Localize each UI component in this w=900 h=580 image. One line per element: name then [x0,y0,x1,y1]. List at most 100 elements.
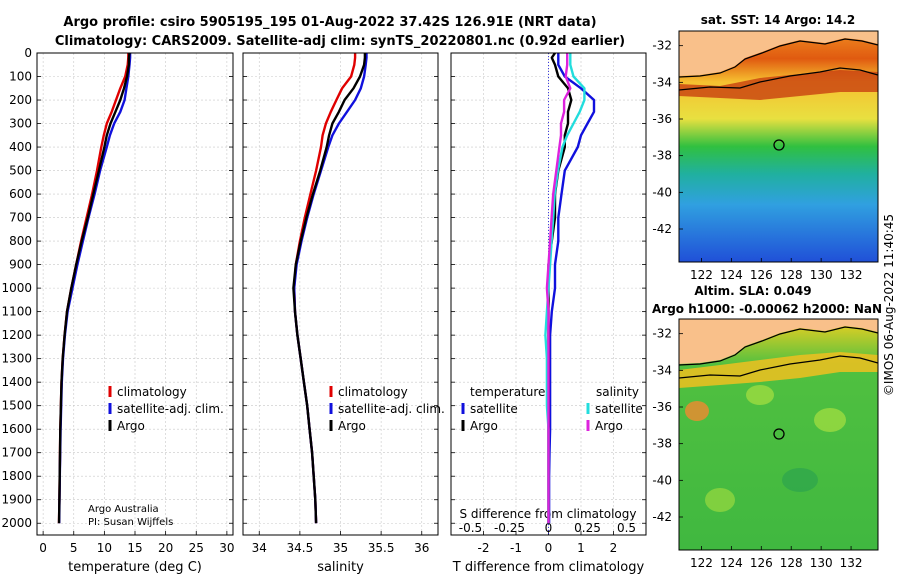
y-tick-label: 1600 [1,422,32,436]
axes-frame [450,52,647,536]
temperature-legend: climatology satellite-adj. clim. Argo [108,385,224,433]
map-x-tick-label: 132 [840,556,863,570]
x-tick-label: 35 [333,541,348,555]
sst-map: sat. SST: 14 Argo: 14.2 122 124 126 128 130 1… [652,13,879,282]
y-tick-label: 900 [9,258,32,272]
sla-eddy [685,401,709,421]
salinity-panel: 34 34.5 35 35.5 36 salinity [242,52,439,575]
series-line-argo [57,52,131,524]
map-y-tick-label: -32 [652,327,672,341]
y-tick-label: 1900 [1,493,32,507]
y-tick-label: 700 [9,211,32,225]
credit-line-1: Argo Australia [88,504,159,515]
sst-warm-band [679,70,878,100]
legend-label-t-argo: Argo [470,419,498,433]
top-x-tick-label: -0.25 [494,521,525,535]
title-line-2: Climatology: CARS2009. Satellite-adj cli… [55,34,625,49]
sla-contour-1 [679,326,878,366]
series-line-t-satellite [547,53,596,524]
legend-label-climatology: climatology [338,385,408,399]
x-tick-label: 5 [70,541,78,555]
y-tick-label: 1100 [1,305,32,319]
timestamp: ©IMOS 06-Aug-2022 11:40:45 [882,214,896,396]
x-tick-label: -2 [478,541,490,555]
legend-label-climatology: climatology [117,385,187,399]
map-y-tick-label: -38 [652,149,672,163]
map-y-tick-label: -42 [652,510,672,524]
series-line-s-argo [545,53,572,524]
top-x-tick-label: 0 [545,521,553,535]
map-y-tick-label: -36 [652,112,672,126]
map-x-tick-label: 130 [810,268,833,282]
difference-legend-temperature: temperature satellite Argo [461,385,545,433]
y-tick-label: 100 [9,70,32,84]
axes-frame [242,52,439,536]
map-x-tick-label: 132 [840,268,863,282]
y-tick-label: 1200 [1,328,32,342]
sla-eddy [705,488,735,512]
sst-contour-1 [679,38,878,78]
sla-eddy [746,385,774,405]
x-tick-label: 1 [577,541,585,555]
y-tick-label: 1000 [1,281,32,295]
argo-position-marker [773,428,785,440]
y-tick-label: 600 [9,187,32,201]
argo-position-marker [773,139,785,151]
map-y-tick-label: -36 [652,400,672,414]
temperature-panel: 0100200300400500600700800900100011001200… [1,46,234,575]
salinity-legend: climatology satellite-adj. clim. Argo [329,385,445,433]
x-axis-label: temperature (deg C) [68,560,202,575]
map-y-tick-label: -32 [652,39,672,53]
x-tick-label: 25 [189,541,204,555]
legend-title-salinity: salinity [596,385,639,399]
sla-map-frame [678,318,879,551]
sst-map-axes: 122 124 126 128 130 132 -32 -34 -36 -38 -40 -42 [652,39,862,282]
sla-map-axes: 122 124 126 128 130 132 -32 -34 -36 -38 -40 -42 [652,327,862,570]
map-x-tick-label: 128 [780,268,803,282]
x-tick-label: 30 [219,541,234,555]
y-tick-label: 1400 [1,375,32,389]
legend-label-s-satellite: satellite [595,402,643,416]
top-x-tick-label: 0.25 [574,521,601,535]
map-y-tick-label: -40 [652,185,672,199]
map-y-tick-label: -34 [652,75,672,89]
x-tick-label: 2 [610,541,618,555]
sla-map: Altim. SLA: 0.049 Argo h1000: -0.00062 h… [652,284,882,570]
map-x-tick-label: 122 [690,556,713,570]
y-tick-label: 200 [9,93,32,107]
legend-label-s-argo: Argo [595,419,623,433]
map-x-tick-label: 128 [780,556,803,570]
y-tick-label: 1500 [1,399,32,413]
sla-warm-band [679,352,878,388]
map-x-tick-label: 126 [750,268,773,282]
sla-map-title-2: Argo h1000: -0.00062 h2000: NaN [652,302,882,316]
y-tick-label: 300 [9,117,32,131]
y-tick-label: 2000 [1,516,32,530]
sst-land [679,31,878,76]
x-tick-label: 15 [127,541,142,555]
y-tick-label: 500 [9,164,32,178]
sla-eddy [782,468,818,492]
top-x-tick-label: 0.5 [617,521,636,535]
x-tick-label: 20 [158,541,173,555]
sst-map-frame [678,30,879,263]
legend-title-temperature: temperature [470,385,545,399]
map-x-tick-label: 124 [720,268,743,282]
map-y-tick-label: -40 [652,473,672,487]
y-tick-label: 1700 [1,446,32,460]
legend-label-satellite: satellite-adj. clim. [117,402,224,416]
x-axis-label: salinity [317,560,364,575]
x-tick-label: 0 [545,541,553,555]
series-line-argo [292,53,367,524]
x-tick-label: 35.5 [368,541,395,555]
sst-contour-2 [679,67,878,91]
sla-map-title-1: Altim. SLA: 0.049 [694,284,811,298]
x-tick-label: 10 [97,541,112,555]
y-tick-label: 0 [24,46,32,60]
difference-legend-salinity: salinity satellite Argo [586,385,643,433]
title-line-1: Argo profile: csiro 5905195_195 01-Aug-2… [63,15,596,30]
map-y-tick-label: -38 [652,437,672,451]
x-tick-label: 36 [414,541,429,555]
axes-frame [36,52,234,536]
map-y-tick-label: -42 [652,222,672,236]
